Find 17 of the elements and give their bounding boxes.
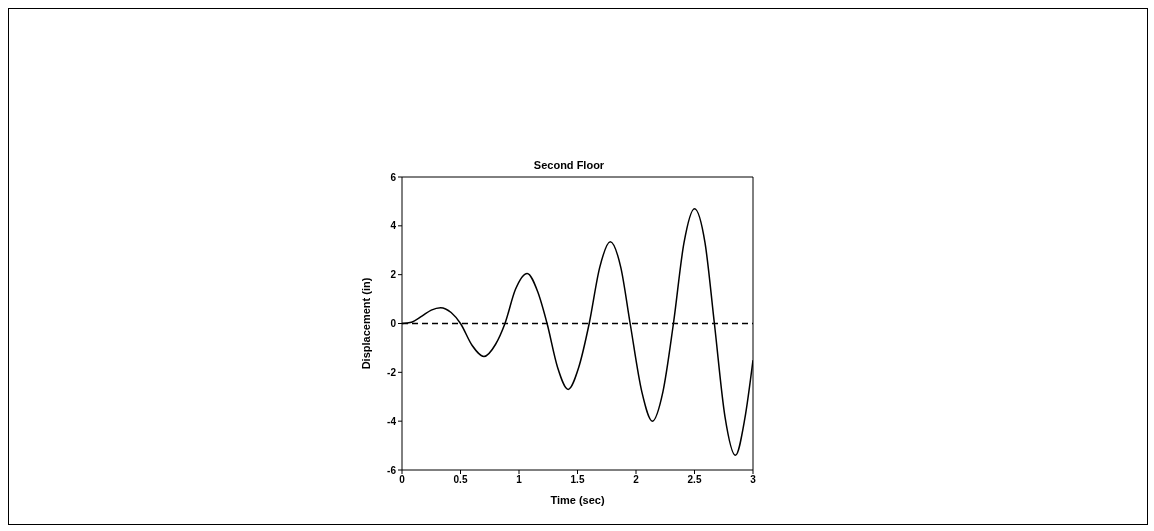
x-axis-title: Time (sec) [550,494,605,506]
x-tick-label: 2 [633,474,640,486]
y-axis-title: Displacement (in) [359,277,372,370]
x-tick-label: 1.5 [570,474,585,486]
x-tick-label: 0.5 [453,474,468,486]
x-tick-label: 2.5 [687,474,702,486]
y-tick-label: 2 [390,269,397,281]
y-tick-label: 4 [390,220,397,232]
x-tick-label: 3 [750,474,757,486]
y-tick-label: 0 [390,318,397,330]
y-tick-label: -4 [387,415,397,427]
y-tick-label: -2 [387,366,397,378]
y-tick-label: -6 [387,464,397,476]
x-tick-label: 0 [399,474,406,486]
y-tick-label: 6 [390,171,397,183]
x-tick-label: 1 [516,474,523,486]
chart-title: Second Floor [532,159,606,171]
